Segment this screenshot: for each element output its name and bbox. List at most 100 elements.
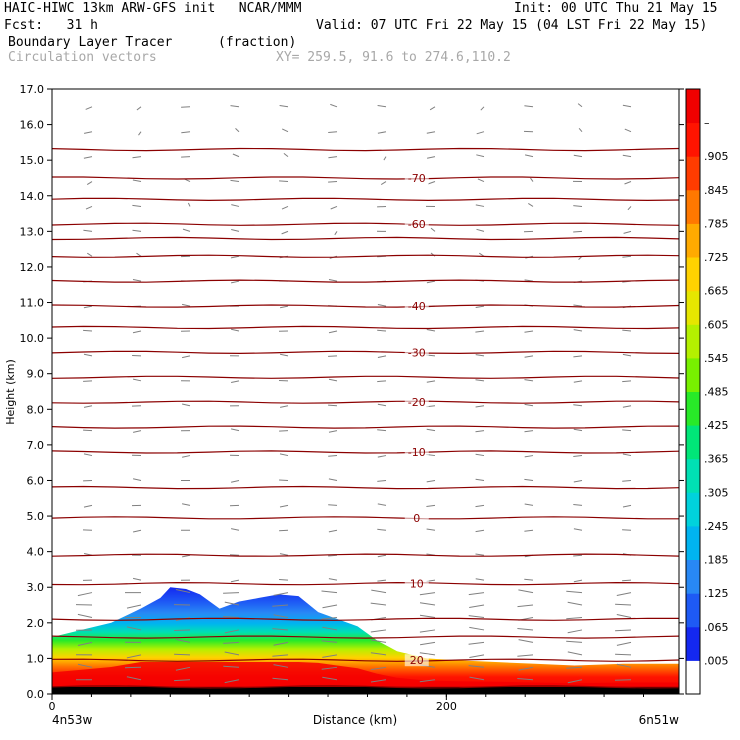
- vector-arrow: [181, 403, 191, 407]
- vector-arrow: [623, 230, 632, 234]
- vector-arrow: [624, 128, 632, 133]
- vector-arrow: [426, 131, 436, 134]
- vector-arrow: [230, 255, 240, 259]
- colorbar-label: .665: [704, 285, 729, 298]
- vector-arrow: [272, 654, 289, 657]
- vector-arrow: [279, 353, 289, 357]
- vector-arrow: [85, 205, 93, 210]
- x-start-label: 4n53w: [52, 713, 93, 727]
- colorbar-swatch: [686, 525, 700, 560]
- vector-arrow: [380, 181, 387, 186]
- colorbar-label: .785: [704, 217, 729, 230]
- vector-arrow: [475, 354, 485, 357]
- vector-arrow: [573, 380, 583, 383]
- vector-arrow: [174, 679, 191, 682]
- vector-arrow: [475, 330, 485, 333]
- colorbar-swatch: [686, 559, 700, 594]
- x-end-label: 6n51w: [639, 713, 680, 727]
- temperature-contours: [52, 147, 679, 689]
- vector-arrow: [524, 105, 534, 108]
- vector-arrow: [230, 105, 240, 108]
- y-tick-label: 8.0: [27, 403, 45, 416]
- vector-arrow: [279, 529, 289, 532]
- vector-arrow: [181, 131, 191, 134]
- vector-arrow: [126, 676, 142, 681]
- vector-arrow: [528, 202, 534, 207]
- vector-arrow: [328, 504, 338, 506]
- vector-arrow: [524, 478, 534, 481]
- temperature-contour-line: [52, 516, 679, 520]
- vector-arrow: [83, 380, 93, 382]
- contour-label-bg: [404, 654, 429, 667]
- colorbar-swatch: [686, 290, 700, 325]
- vector-arrow: [566, 640, 583, 643]
- vector-arrow: [475, 478, 485, 481]
- vector-arrow: [377, 380, 387, 383]
- vector-arrow: [230, 380, 240, 383]
- vector-arrow: [86, 181, 93, 186]
- vector-arrow: [622, 104, 632, 108]
- vector-arrow: [279, 453, 289, 457]
- vector-arrow: [426, 156, 436, 159]
- vector-arrow: [477, 178, 485, 182]
- vector-arrow: [573, 329, 583, 332]
- vector-arrow: [231, 204, 240, 207]
- x-axis-label: Distance (km): [313, 713, 397, 727]
- vector-arrow: [321, 640, 338, 643]
- vector-arrow: [328, 156, 338, 159]
- y-axis: 0.0 1.0 2.0 3.0 4.0 5.0 6.0 7.0 8.0 9.0 10.0 11.0 12…: [20, 83, 684, 701]
- contour-label: -40: [408, 300, 426, 313]
- vector-arrow: [566, 590, 583, 594]
- vector-arrow: [479, 252, 485, 257]
- vector-arrow: [272, 677, 289, 681]
- vector-arrow: [370, 602, 387, 606]
- vector-arrow: [622, 405, 632, 408]
- vector-arrow: [476, 131, 485, 135]
- vector-arrow: [615, 653, 632, 656]
- header-line2-right: Valid: 07 UTC Fri 22 May 15 (04 LST Fri …: [316, 18, 708, 33]
- vector-arrow: [328, 181, 338, 183]
- vector-arrow: [132, 577, 142, 581]
- vector-arrow: [524, 403, 534, 407]
- colorbar-swatch: [686, 492, 700, 527]
- temperature-contour-line: [52, 485, 679, 490]
- colorbar-label: .365: [704, 453, 729, 466]
- vector-arrow: [429, 106, 436, 111]
- vector-arrow: [567, 679, 583, 684]
- colorbar-label: .125: [704, 587, 729, 600]
- vector-arrow: [230, 280, 240, 284]
- colorbar-label: .065: [704, 621, 729, 634]
- vector-arrow: [426, 428, 436, 432]
- vector-arrow: [126, 626, 142, 631]
- temperature-contour-line: [52, 176, 679, 180]
- vector-arrow: [181, 554, 191, 558]
- vector-arrow: [273, 592, 289, 596]
- vector-arrow: [573, 355, 583, 358]
- vector-arrow: [573, 404, 583, 407]
- vector-arrow: [475, 504, 485, 508]
- vector-arrow: [328, 279, 338, 282]
- colorbar-label: –: [704, 117, 710, 130]
- vector-arrow: [627, 206, 632, 211]
- vector-arrow: [279, 553, 289, 556]
- vector-arrow: [567, 629, 583, 634]
- vector-arrow: [622, 329, 632, 332]
- vector-arrow: [132, 478, 142, 481]
- vector-arrow: [419, 652, 436, 656]
- y-tick-label: 12.0: [20, 261, 45, 274]
- vector-arrow: [370, 652, 387, 656]
- colorbar-label: .185: [704, 554, 729, 567]
- temperature-contour-line: [52, 375, 679, 379]
- vector-arrow: [468, 665, 485, 668]
- field-units: (fraction): [218, 35, 297, 50]
- vector-arrow: [230, 479, 240, 483]
- y-tick-label: 6.0: [27, 474, 45, 487]
- vector-arrow: [83, 353, 93, 357]
- contour-label: 0: [413, 512, 420, 525]
- temperature-contour-line: [52, 236, 679, 241]
- vector-arrow: [182, 228, 191, 232]
- colorbar-frame: [685, 88, 701, 695]
- vector-arrow: [83, 229, 93, 232]
- vector-arrow: [174, 629, 191, 631]
- vector-arrow: [524, 379, 534, 382]
